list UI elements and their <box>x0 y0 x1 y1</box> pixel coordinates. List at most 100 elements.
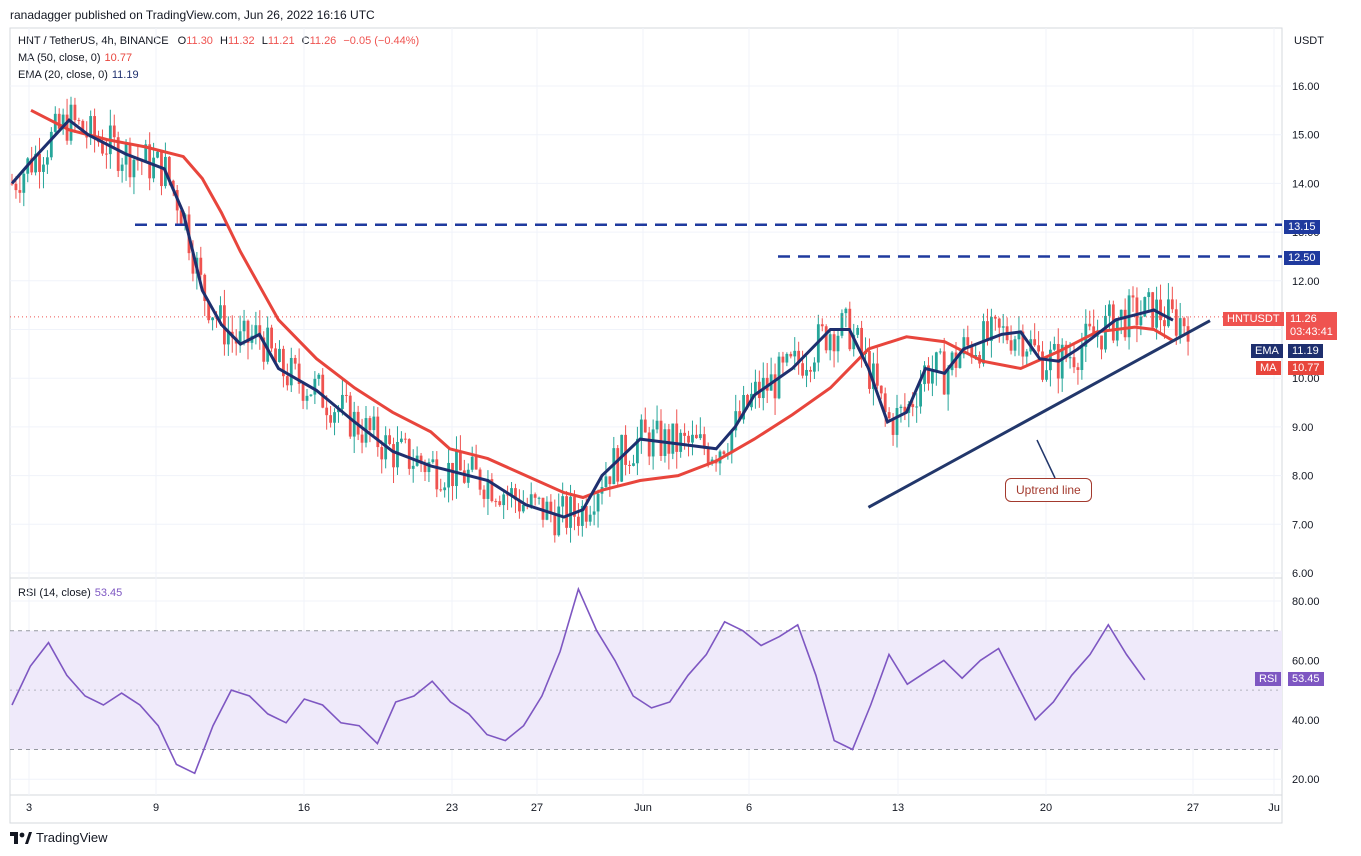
price-tick-label: 12.00 <box>1292 276 1320 288</box>
price-tick-label: 7.00 <box>1292 519 1313 531</box>
candle-body <box>875 363 879 386</box>
symbol-name: HNT / TetherUS, 4h, BINANCE <box>18 35 169 47</box>
candle-body <box>1084 323 1088 347</box>
candle-body <box>596 493 600 512</box>
candle-body <box>57 113 61 129</box>
open-label: O <box>177 35 187 47</box>
ema-tag-value: 11.19 <box>1288 344 1323 358</box>
candle-body <box>423 463 427 473</box>
date-tick-label: 16 <box>298 802 310 814</box>
candle-body <box>958 354 962 368</box>
candle-body <box>317 374 321 379</box>
candle-body <box>990 316 993 341</box>
candle-body <box>934 352 938 372</box>
candle-body <box>191 253 195 274</box>
candle-body <box>1163 320 1166 327</box>
candle-body <box>636 438 639 464</box>
candle-body <box>557 506 561 536</box>
candle-body <box>482 489 486 499</box>
candle-body <box>341 394 344 409</box>
date-tick-label: 27 <box>531 802 543 814</box>
candle-body <box>128 143 132 178</box>
candle-body <box>1143 297 1147 317</box>
candle-body <box>506 494 509 496</box>
candle-body <box>171 180 175 191</box>
candle-body <box>691 434 694 443</box>
candle-body <box>647 432 651 457</box>
last-price-value: 11.26 <box>1290 313 1317 325</box>
candle-body <box>293 357 297 364</box>
candle-body <box>549 501 553 513</box>
ma-tag-label: MA <box>1256 361 1281 375</box>
ema-line <box>10 118 1174 519</box>
candle-body <box>329 415 332 423</box>
candle-body <box>797 350 801 364</box>
candle-body <box>836 335 840 352</box>
candle-body <box>301 383 305 401</box>
candle-body <box>89 116 93 138</box>
high-label: H <box>220 35 228 47</box>
candle-body <box>1025 351 1029 357</box>
candle-body <box>608 476 612 485</box>
uptrend-line <box>867 319 1211 509</box>
candle-body <box>671 423 675 454</box>
candle-body <box>824 326 828 351</box>
currency-label: USDT <box>1294 35 1324 47</box>
candle-body <box>400 438 403 442</box>
candle-body <box>1052 343 1056 350</box>
candle-body <box>1041 351 1044 380</box>
candle-body <box>832 334 836 352</box>
candle-body <box>742 395 745 420</box>
candle-body <box>242 320 246 332</box>
candle-body <box>1092 326 1096 337</box>
candle-body <box>333 412 336 423</box>
rsi-tag-value: 53.45 <box>1288 672 1324 686</box>
ma-line <box>30 108 1174 500</box>
candle-body <box>156 151 159 158</box>
level-high-tag: 13.15 <box>1284 220 1320 234</box>
candle-body <box>203 274 207 302</box>
candle-body <box>651 429 655 457</box>
candle-body <box>411 465 415 469</box>
candle-body <box>730 430 734 454</box>
candle-body <box>120 164 124 171</box>
candle-body <box>966 337 970 346</box>
candle-body <box>278 348 281 363</box>
candle-body <box>946 370 950 395</box>
candle-body <box>1155 299 1158 328</box>
symbol-legend: HNT / TetherUS, 4h, BINANCE O11.30 H11.3… <box>18 35 419 47</box>
candle-body <box>1131 295 1135 298</box>
candle-body <box>474 456 478 470</box>
candle-body <box>152 157 155 179</box>
candle-body <box>502 494 506 506</box>
uptrend-annotation[interactable]: Uptrend line <box>1005 478 1092 502</box>
candle-body <box>872 363 875 389</box>
candle-body <box>112 125 116 138</box>
candle-body <box>297 363 301 384</box>
candle-body <box>266 327 270 362</box>
price-tick-label: 8.00 <box>1292 471 1313 483</box>
candle-body <box>313 378 317 395</box>
candle-body <box>533 494 537 498</box>
ma-legend-label: MA (50, close, 0) <box>18 52 101 64</box>
candle-body <box>1100 335 1103 350</box>
candle-body <box>427 462 431 473</box>
candle-body <box>77 120 81 122</box>
candle-body <box>167 156 171 181</box>
candle-body <box>773 374 777 399</box>
candle-body <box>1009 340 1013 351</box>
tradingview-logo-icon <box>10 831 32 844</box>
candle-body <box>923 365 926 385</box>
chart-canvas[interactable]: 16.0015.0014.0013.0012.0011.0010.009.008… <box>0 0 1361 830</box>
brand-footer[interactable]: TradingView <box>10 830 108 845</box>
high-value: 11.32 <box>227 35 255 47</box>
candle-body <box>1021 331 1025 357</box>
candle-body <box>915 406 919 408</box>
candle-body <box>911 404 915 408</box>
candle-body <box>262 337 266 362</box>
candle-body <box>938 351 942 353</box>
date-tick-label: 13 <box>892 802 904 814</box>
candle-body <box>903 406 907 413</box>
candle-body <box>809 369 812 372</box>
candle-body <box>419 455 423 464</box>
